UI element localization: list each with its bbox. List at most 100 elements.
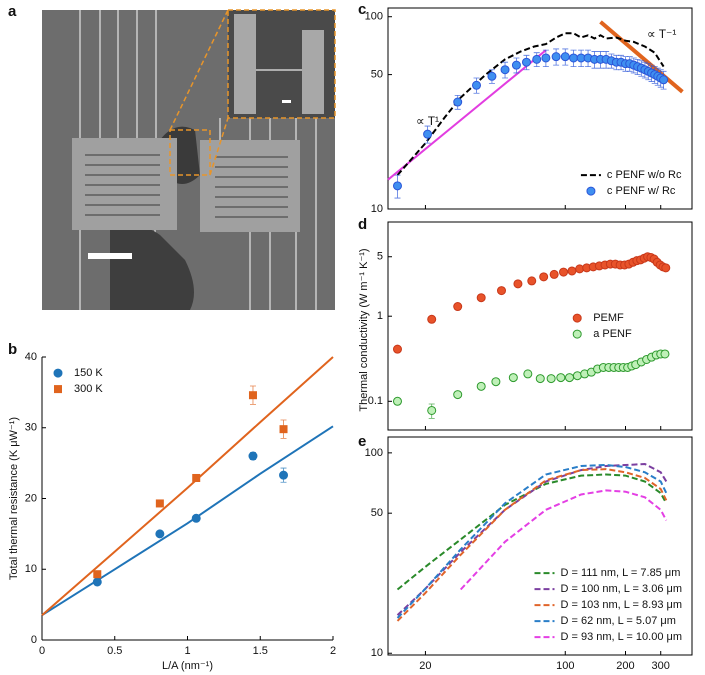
y-tick-label: 50 xyxy=(371,69,383,81)
marker xyxy=(279,470,289,480)
marker xyxy=(476,381,486,391)
fit-line xyxy=(41,425,334,617)
marker xyxy=(549,269,559,279)
panel-label: b xyxy=(8,341,17,358)
axes-frame xyxy=(387,221,693,431)
legend-label: c PENF w/o Rc xyxy=(607,169,682,181)
marker xyxy=(659,75,669,85)
legend-label: PEMF xyxy=(593,312,624,324)
marker xyxy=(559,267,569,277)
series-line xyxy=(396,462,668,616)
marker xyxy=(392,181,402,191)
axes-frame xyxy=(387,436,693,656)
x-tick-label: 200 xyxy=(616,660,634,672)
x-tick-label: 0.5 xyxy=(107,645,122,657)
marker xyxy=(551,52,561,62)
marker xyxy=(155,499,164,508)
y-tick-label: 10 xyxy=(371,647,383,659)
x-tick-label: 0 xyxy=(39,645,45,657)
marker xyxy=(423,129,433,139)
y-axis-label: Thermal conductivity (W m⁻¹ K⁻¹) xyxy=(358,248,370,411)
legend-label: c PENF w/ Rc xyxy=(607,185,676,197)
series-line xyxy=(396,32,665,176)
y-tick-label: 0 xyxy=(31,634,37,646)
x-tick-label: 300 xyxy=(652,660,670,672)
legend: PEMF a PENF xyxy=(572,312,632,340)
legend: D = 111 nm, L = 7.85 μm D = 100 nm, L = 3… xyxy=(534,567,683,643)
legend-label: D = 100 nm, L = 3.06 μm xyxy=(561,583,683,595)
marker xyxy=(556,373,566,383)
marker xyxy=(560,52,570,62)
panel-label: c xyxy=(358,1,366,18)
legend-swatch xyxy=(586,186,596,196)
y-tick-label: 0.1 xyxy=(368,395,383,407)
marker xyxy=(569,53,579,63)
y-tick-label: 20 xyxy=(25,492,37,504)
marker xyxy=(661,263,671,273)
x-tick-label: 20 xyxy=(419,660,431,672)
legend: 150 K 300 K xyxy=(53,367,103,395)
marker xyxy=(572,371,582,381)
marker xyxy=(93,570,102,579)
marker xyxy=(513,279,523,289)
marker xyxy=(453,390,463,400)
marker xyxy=(476,293,486,303)
x-tick-label: 100 xyxy=(556,660,574,672)
marker xyxy=(279,425,288,434)
legend-label: a PENF xyxy=(593,328,632,340)
fit-line xyxy=(599,20,684,94)
y-tick-label: 50 xyxy=(371,507,383,519)
y-tick-label: 10 xyxy=(371,203,383,215)
marker xyxy=(546,374,556,384)
marker xyxy=(392,396,402,406)
marker xyxy=(521,57,531,67)
x-tick-label: 1.5 xyxy=(253,645,268,657)
marker xyxy=(660,349,670,359)
legend-swatch xyxy=(572,329,582,339)
x-tick-label: 2 xyxy=(330,645,336,657)
series-line xyxy=(396,473,668,591)
marker xyxy=(192,473,201,482)
legend-swatch xyxy=(572,313,582,323)
y-tick-label: 10 xyxy=(25,563,37,575)
marker xyxy=(565,373,575,383)
marker xyxy=(471,80,481,90)
marker xyxy=(527,276,537,286)
legend-swatch xyxy=(54,385,62,394)
panel-label: d xyxy=(358,216,367,233)
marker xyxy=(453,97,463,107)
marker xyxy=(248,451,258,461)
axes-frame xyxy=(387,7,693,210)
x-tick-label: 1 xyxy=(184,645,190,657)
marker xyxy=(511,60,521,70)
y-tick-label: 100 xyxy=(365,11,383,23)
marker xyxy=(453,302,463,312)
annotation: ∝ T¹ xyxy=(416,114,439,128)
sem-image xyxy=(42,9,336,310)
marker xyxy=(487,71,497,81)
y-tick-label: 1 xyxy=(377,310,383,322)
legend-label: D = 62 nm, L = 5.07 μm xyxy=(561,615,676,627)
marker xyxy=(427,405,437,415)
legend-label: D = 103 nm, L = 8.93 μm xyxy=(561,599,683,611)
panel-label: e xyxy=(358,433,366,450)
legend-label: 150 K xyxy=(74,367,103,379)
x-axis-label: L/A (nm⁻¹) xyxy=(162,660,213,672)
y-tick-label: 30 xyxy=(25,422,37,434)
legend-label: 300 K xyxy=(74,383,103,395)
series-line xyxy=(396,468,668,622)
marker xyxy=(92,577,102,587)
marker xyxy=(427,314,437,324)
series-line xyxy=(459,489,668,591)
annotation: ∝ T⁻¹ xyxy=(647,27,676,41)
legend: c PENF w/o Rc c PENF w/ Rc xyxy=(580,169,682,197)
marker xyxy=(500,65,510,75)
fit-line xyxy=(41,356,334,616)
y-tick-label: 5 xyxy=(377,251,383,263)
marker xyxy=(539,272,549,282)
marker xyxy=(496,286,506,296)
y-tick-label: 100 xyxy=(365,447,383,459)
marker xyxy=(248,391,257,400)
y-tick-label: 40 xyxy=(25,351,37,363)
legend-swatch xyxy=(53,368,63,378)
